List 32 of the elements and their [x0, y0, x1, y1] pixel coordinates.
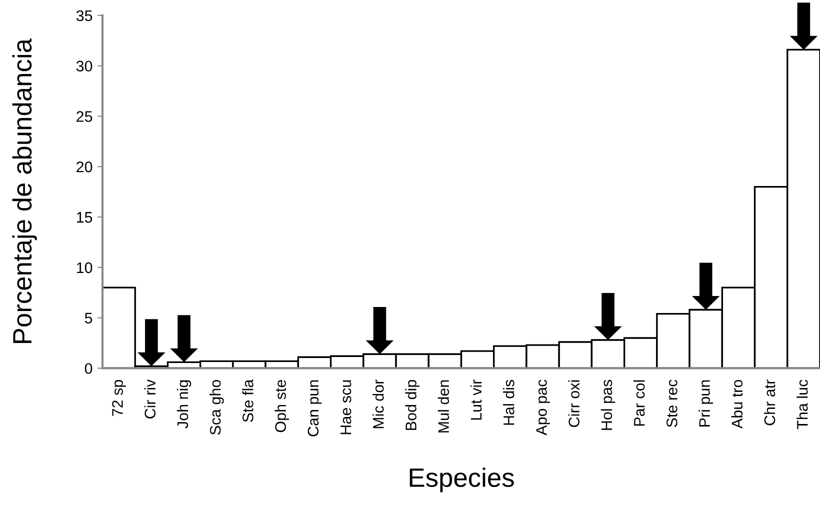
y-tick-label: 35 [76, 10, 92, 22]
x-tick-label: Apo pac [536, 380, 550, 436]
x-tick-label: Hol pas [600, 380, 616, 430]
x-tick-label: Bod dip [405, 380, 420, 430]
y-tick-label: 10 [76, 262, 92, 274]
x-tick-label: Ste rec [666, 380, 678, 428]
x-tick-label: Mul den [438, 380, 450, 432]
x-tick-label: Cir riv [144, 379, 156, 418]
x-axis-title: Especies [410, 468, 514, 492]
x-tick-label: Abu tro [731, 380, 743, 429]
x-tick-label: Chr atr [764, 380, 776, 426]
x-tick-label: Par col [634, 380, 645, 426]
x-tick-label: Sca gho [210, 380, 224, 435]
x-tick-label: Hal dis [503, 380, 514, 425]
y-tick-label: 5 [84, 312, 92, 324]
y-tick-label: 30 [76, 60, 92, 72]
x-tick-label: 72 sp [112, 380, 126, 416]
x-tick-label: Cirr oxi [568, 380, 580, 427]
x-tick-label: Mic dor [372, 380, 384, 428]
x-tick-label: Lut vir [470, 380, 482, 420]
x-tick-label: Ste fla [242, 379, 254, 422]
y-axis-title: Porcentaje de abundancia [12, 38, 37, 343]
x-tick-label: Can pun [308, 380, 322, 436]
x-tick-label: Oph ste [274, 380, 289, 432]
y-tick-label: 0 [84, 363, 92, 374]
x-tick-label: Joh nig [176, 380, 192, 428]
x-tick-label: Pri pun [698, 380, 713, 426]
y-tick-label: 25 [76, 111, 92, 122]
y-tick-label: 20 [76, 162, 92, 172]
y-tick-label: 15 [76, 212, 92, 223]
x-tick-label: Tha luc [796, 380, 808, 430]
x-tick-label: Hae scu [340, 380, 352, 434]
